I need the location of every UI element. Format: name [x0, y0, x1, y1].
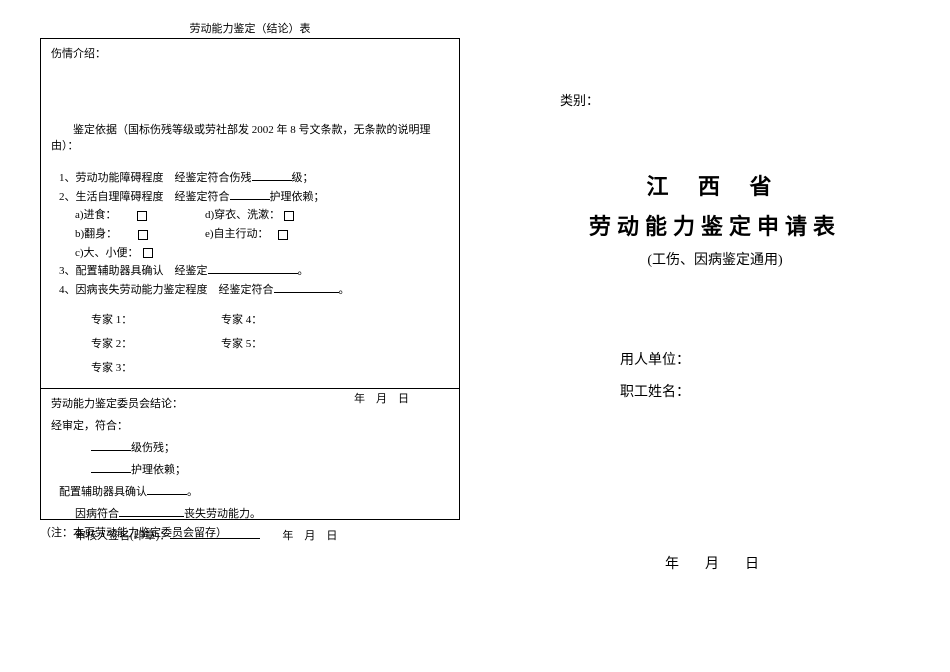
- sub-items-row-2: b)翻身： e)自主行动：: [51, 225, 449, 244]
- blank-assist-device[interactable]: [208, 262, 298, 274]
- blank-illness-2[interactable]: [119, 505, 184, 517]
- item-1-suf: 级；: [292, 172, 314, 184]
- sub-c-label: c)大、小便：: [75, 247, 139, 259]
- checkbox-b[interactable]: [138, 230, 148, 240]
- experts-col-1: 专家 1： 专家 2： 专家 3：: [91, 308, 221, 381]
- cover-date: 年 月 日: [665, 553, 765, 573]
- footer-note: （注：本页劳动能力鉴定委员会留存）: [40, 524, 460, 540]
- sub-b: b)翻身：: [75, 225, 205, 244]
- illness-suf: 丧失劳动能力。: [184, 508, 261, 520]
- category-label: 类别：: [560, 90, 599, 109]
- sub-a-label: a)进食：: [75, 209, 111, 221]
- item-3: 3、配置辅助器具确认 经鉴定 。: [51, 262, 449, 281]
- blank-care-level[interactable]: [230, 188, 270, 200]
- expert-3: 专家 3：: [91, 356, 221, 380]
- item-4: 4、因病丧失劳动能力鉴定程度 经鉴定符合 。: [51, 281, 449, 300]
- expert-2: 专家 2：: [91, 332, 221, 356]
- checkbox-d[interactable]: [284, 211, 294, 221]
- form-box: 伤情介绍： 鉴定依据（国标伤残等级或劳社部发 2002 年 8 号文条款，无条款…: [40, 38, 460, 520]
- blank-assist-2[interactable]: [147, 483, 187, 495]
- sub-c: c)大、小便：: [51, 244, 449, 263]
- employer-field: 用人单位：: [620, 349, 690, 369]
- item-4-pre: 4、因病丧失劳动能力鉴定程度 经鉴定符合: [59, 284, 274, 296]
- level-line: 级伤残；: [51, 437, 449, 459]
- section-assessment: 伤情介绍： 鉴定依据（国标伤残等级或劳社部发 2002 年 8 号文条款，无条款…: [41, 39, 459, 389]
- level-suffix: 级伤残；: [131, 442, 175, 454]
- item-3-suf: 。: [298, 265, 309, 277]
- item-2: 2、生活自理障碍程度 经鉴定符合 护理依赖；: [51, 188, 449, 207]
- cover-subtitle: (工伤、因病鉴定通用): [647, 249, 782, 269]
- checkbox-a[interactable]: [137, 211, 147, 221]
- illness-pre: 因病符合: [75, 508, 119, 520]
- item-2-suf: 护理依赖；: [270, 191, 325, 203]
- experts-block: 专家 1： 专家 2： 专家 3： 专家 4： 专家 5：: [51, 308, 449, 381]
- blank-illness-level[interactable]: [274, 281, 339, 293]
- blank-care-2[interactable]: [91, 461, 131, 473]
- item-1: 1、劳动功能障碍程度 经鉴定符合伤残 级；: [51, 169, 449, 188]
- employee-field: 职工姓名：: [620, 381, 690, 401]
- care-line: 护理依赖；: [51, 459, 449, 481]
- expert-4: 专家 4：: [221, 308, 351, 332]
- cover-title-province: 江 西 省: [646, 169, 783, 201]
- sub-b-label: b)翻身：: [75, 228, 112, 240]
- illness-line: 因病符合 丧失劳动能力。: [51, 503, 449, 525]
- assist-line: 配置辅助器具确认 。: [51, 481, 449, 503]
- sub-e: e)自主行动：: [205, 225, 335, 244]
- section-conclusion: 劳动能力鉴定委员会结论： 经审定，符合： 级伤残； 护理依赖； 配置辅助器具确认…: [41, 389, 459, 519]
- sub-a: a)进食：: [75, 206, 205, 225]
- intro-label: 伤情介绍：: [51, 45, 449, 61]
- sub-items-row-1: a)进食： d)穿衣、洗漱：: [51, 206, 449, 225]
- table-title: 劳动能力鉴定（结论）表: [40, 20, 460, 36]
- checkbox-e[interactable]: [278, 230, 288, 240]
- expert-1: 专家 1：: [91, 308, 221, 332]
- sub-d-label: d)穿衣、洗漱：: [205, 209, 280, 221]
- assist-suf: 。: [187, 486, 198, 498]
- cover-title-main: 劳动能力鉴定申请表: [589, 209, 841, 241]
- basis-text: 鉴定依据（国标伤残等级或劳社部发 2002 年 8 号文条款，无条款的说明理由）…: [51, 121, 449, 153]
- item-1-pre: 1、劳动功能障碍程度 经鉴定符合伤残: [59, 172, 252, 184]
- checkbox-c[interactable]: [143, 248, 153, 258]
- item-2-pre: 2、生活自理障碍程度 经鉴定符合: [59, 191, 230, 203]
- blank-disability-level[interactable]: [252, 169, 292, 181]
- blank-level-2[interactable]: [91, 439, 131, 451]
- experts-col-2: 专家 4： 专家 5：: [221, 308, 351, 381]
- left-form-panel: 劳动能力鉴定（结论）表 伤情介绍： 鉴定依据（国标伤残等级或劳社部发 2002 …: [40, 20, 460, 652]
- assist-pre: 配置辅助器具确认: [59, 486, 147, 498]
- cover-page: 类别： 江 西 省 劳动能力鉴定申请表 (工伤、因病鉴定通用) 用人单位： 职工…: [460, 20, 910, 652]
- care-suffix: 护理依赖；: [131, 464, 186, 476]
- sub-d: d)穿衣、洗漱：: [205, 206, 335, 225]
- item-3-pre: 3、配置辅助器具确认 经鉴定: [59, 265, 208, 277]
- sub-e-label: e)自主行动：: [205, 228, 263, 240]
- review-text: 经审定，符合：: [51, 415, 449, 437]
- item-4-suf: 。: [339, 284, 350, 296]
- expert-5: 专家 5：: [221, 332, 351, 356]
